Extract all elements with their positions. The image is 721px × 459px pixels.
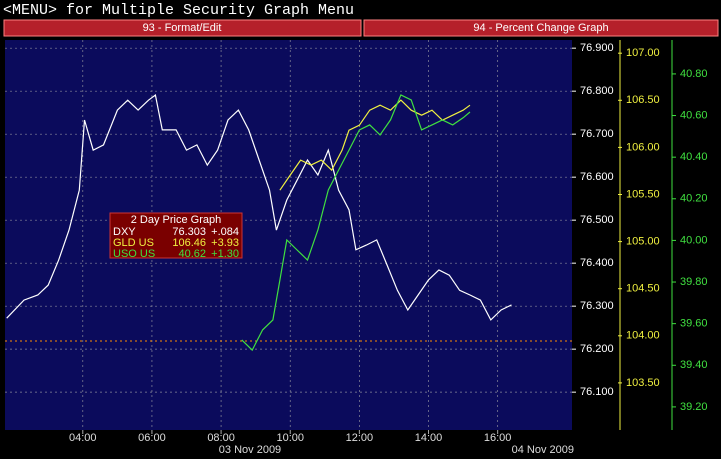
legend-name: USO US xyxy=(113,248,155,260)
y-tick-label: 76.200 xyxy=(580,343,614,355)
y-tick-label: 105.00 xyxy=(626,236,660,248)
series-line xyxy=(6,93,512,321)
y-tick-label: 76.600 xyxy=(580,171,614,183)
format-button-label[interactable]: 93 - Format/Edit xyxy=(143,22,222,34)
y-tick-label: 40.80 xyxy=(680,68,708,80)
legend-box xyxy=(109,212,243,259)
x-tick-label: 08:00 xyxy=(207,432,235,444)
y-tick-label: 76.300 xyxy=(580,300,614,312)
percent-button-label[interactable]: 94 - Percent Change Graph xyxy=(473,22,608,34)
legend-name: DXY xyxy=(113,226,136,238)
y-tick-label: 40.20 xyxy=(680,193,708,205)
y-tick-label: 106.50 xyxy=(626,94,660,106)
y-tick-label: 107.00 xyxy=(626,47,660,59)
y-tick-label: 76.800 xyxy=(580,85,614,97)
y-tick-label: 105.50 xyxy=(626,188,660,200)
x-tick-label: 12:00 xyxy=(346,432,374,444)
y-tick-label: 103.50 xyxy=(626,377,660,389)
y-tick-label: 39.60 xyxy=(680,318,708,330)
legend-change: +.084 xyxy=(211,226,239,238)
plot-area xyxy=(5,40,572,430)
series-line xyxy=(241,94,471,352)
percent-button[interactable] xyxy=(363,19,719,37)
y-tick-label: 104.50 xyxy=(626,283,660,295)
date-label: 04 Nov 2009 xyxy=(512,444,574,456)
legend-name: GLD US xyxy=(113,237,154,249)
y-tick-label: 76.100 xyxy=(580,386,614,398)
format-button[interactable] xyxy=(3,19,362,37)
series-line xyxy=(279,99,471,191)
legend-title: 2 Day Price Graph xyxy=(131,214,221,226)
x-tick-label: 04:00 xyxy=(69,432,97,444)
y-tick-label: 104.00 xyxy=(626,330,660,342)
y-tick-label: 40.60 xyxy=(680,109,708,121)
legend-last: 106.46 xyxy=(172,237,206,249)
x-tick-label: 14:00 xyxy=(415,432,443,444)
y-tick-label: 76.400 xyxy=(580,257,614,269)
y-tick-label: 76.700 xyxy=(580,128,614,140)
legend-last: 40.62 xyxy=(178,248,206,260)
y-tick-label: 39.40 xyxy=(680,359,708,371)
legend-change: +3.93 xyxy=(211,237,239,249)
legend-last: 76.303 xyxy=(172,226,206,238)
legend-change: +1.30 xyxy=(211,248,239,260)
x-tick-label: 10:00 xyxy=(276,432,304,444)
x-tick-label: 06:00 xyxy=(138,432,166,444)
x-tick-label: 16:00 xyxy=(484,432,512,444)
date-label: 03 Nov 2009 xyxy=(219,444,281,456)
y-tick-label: 40.00 xyxy=(680,234,708,246)
menu-text: <MENU> for Multiple Security Graph Menu xyxy=(3,2,354,19)
y-tick-label: 76.500 xyxy=(580,214,614,226)
y-tick-label: 39.80 xyxy=(680,276,708,288)
y-tick-label: 76.900 xyxy=(580,42,614,54)
y-tick-label: 106.00 xyxy=(626,141,660,153)
y-tick-label: 39.20 xyxy=(680,401,708,413)
y-tick-label: 40.40 xyxy=(680,151,708,163)
